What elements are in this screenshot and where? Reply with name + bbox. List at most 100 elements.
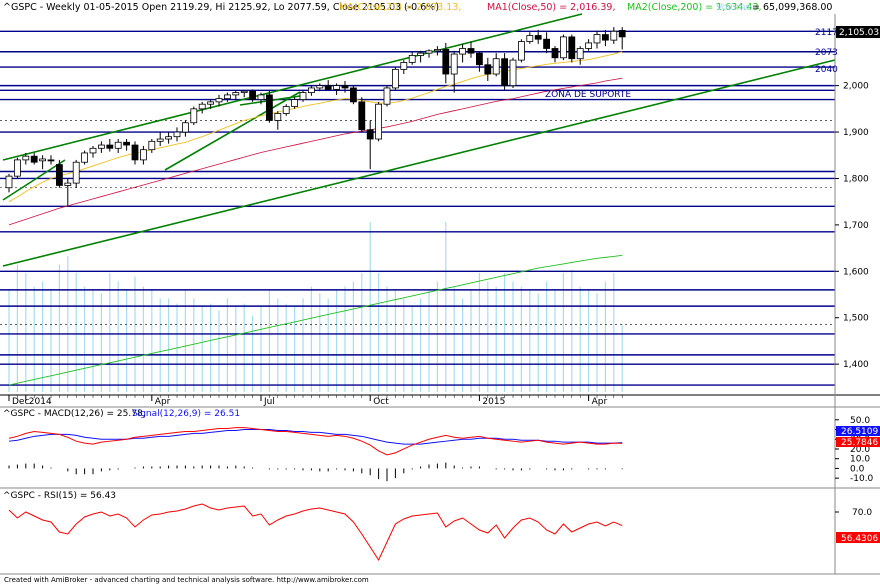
header-ticker: ^GSPC - Weekly 01-05-2015 Open 2119.29, …: [3, 2, 439, 13]
candle-body: [223, 94, 231, 100]
candle-body: [501, 58, 509, 87]
candle-body: [534, 35, 542, 40]
rsi-line: [8, 503, 623, 562]
header-ma200: MA2(Close,200) = 1,634.43,: [627, 2, 762, 13]
candle-body: [543, 38, 550, 49]
macd-tick-label: -10.0: [850, 474, 874, 484]
candle-body: [417, 52, 425, 56]
price-tick-label: 1,900: [843, 128, 869, 138]
ma200-line: [8, 254, 623, 386]
candle-body: [114, 141, 122, 149]
candle-body: [593, 34, 601, 44]
x-tick-label: 2014: [29, 397, 52, 407]
candle-body: [72, 161, 80, 184]
price-tick-label: 1,600: [843, 267, 869, 277]
candle-body: [299, 92, 307, 100]
candle-body: [257, 94, 265, 100]
header-volume-value: = 65,099,368.00: [752, 2, 832, 13]
x-tick-label: Oct: [373, 397, 389, 407]
rsi-value-label: 56.4306: [841, 534, 878, 544]
trend-line: [164, 91, 301, 171]
candle-body: [198, 103, 206, 110]
candle-body: [207, 101, 215, 105]
trend-line: [2, 59, 836, 267]
candle-body: [484, 64, 492, 75]
signal-line: [8, 429, 623, 445]
candle-body: [173, 131, 181, 138]
macd-value-label: 25.7846: [841, 438, 878, 448]
candle-body: [551, 48, 559, 59]
candle-body: [123, 141, 130, 146]
candle-body: [459, 48, 467, 55]
candle-body: [585, 42, 592, 49]
macd-tick-label: 10.0: [850, 455, 870, 465]
macd-tick-label: 50.0: [850, 416, 870, 426]
candle-body: [316, 85, 324, 89]
candle-body: [181, 122, 189, 133]
macd-panel: ^GSPC - MACD(12,26) = 25.78,Signal(12,26…: [3, 409, 880, 484]
candle-body: [560, 36, 567, 59]
candle-body: [442, 49, 450, 75]
rsi-value-box: [836, 532, 880, 543]
candle-body: [333, 85, 341, 90]
level-2073-label: 2073: [815, 48, 838, 58]
candles: [5, 27, 626, 207]
candle-body: [366, 129, 374, 140]
candle-body: [240, 90, 248, 93]
candle-body: [602, 34, 609, 41]
candle-body: [467, 48, 475, 54]
ma50-line: [8, 77, 623, 226]
candle-body: [433, 49, 441, 52]
candle-body: [509, 59, 517, 87]
candle-body: [324, 85, 332, 90]
candle-body: [518, 41, 525, 61]
trend-line: [2, 159, 66, 201]
candle-body: [391, 68, 399, 89]
candle-body: [131, 144, 139, 161]
zona-label: ZONA DE SUPORTE: [545, 90, 631, 100]
price-tick-label: 1,800: [843, 174, 869, 184]
candle-body: [22, 155, 30, 161]
candle-body: [400, 62, 408, 70]
candle-body: [190, 108, 198, 124]
candle-body: [282, 106, 290, 114]
candle-body: [475, 52, 483, 66]
macd-value-box: [836, 437, 880, 447]
candle-body: [13, 159, 21, 177]
candle-body: [5, 175, 13, 189]
candle-body: [341, 85, 349, 89]
candle-body: [56, 164, 63, 186]
x-tick-label: Dec: [12, 397, 29, 407]
candle-body: [47, 159, 55, 162]
candle-body: [375, 103, 383, 140]
x-tick-label: Jul: [263, 397, 275, 407]
candle-body: [98, 144, 105, 149]
candle-body: [81, 152, 88, 163]
candle-body: [576, 48, 584, 60]
last-price-label: 2,105.03: [839, 28, 879, 38]
candle-body: [106, 144, 114, 149]
signal-value-box: [836, 426, 880, 436]
candle-body: [89, 147, 97, 154]
macd-label: ^GSPC - MACD(12,26) = 25.78,: [3, 409, 146, 419]
candle-body: [215, 98, 223, 103]
candle-body: [156, 138, 164, 142]
trend-channel: [2, 13, 836, 267]
candle-body: [349, 87, 357, 103]
candle-body: [265, 94, 273, 121]
rsi-label: ^GSPC - RSI(15) = 56.43: [3, 491, 116, 501]
candle-body: [492, 58, 500, 75]
candle-body: [249, 90, 257, 100]
signal-value-label: 26.5109: [841, 427, 878, 437]
level-2040-label: 2040: [815, 65, 838, 75]
rsi-panel: ^GSPC - RSI(15) = 56.43 70.0 56.4306: [3, 491, 880, 562]
header-volume-label: Volume: [716, 2, 751, 13]
candle-body: [450, 53, 458, 75]
candle-body: [232, 92, 240, 96]
candle-body: [307, 87, 315, 93]
x-tick-label: Apr: [155, 397, 171, 407]
candle-body: [39, 158, 46, 162]
price-tick-label: 1,400: [843, 360, 869, 370]
candle-body: [165, 136, 173, 140]
header-ma50: MA1(Close,50) = 2,016.39,: [487, 2, 615, 13]
